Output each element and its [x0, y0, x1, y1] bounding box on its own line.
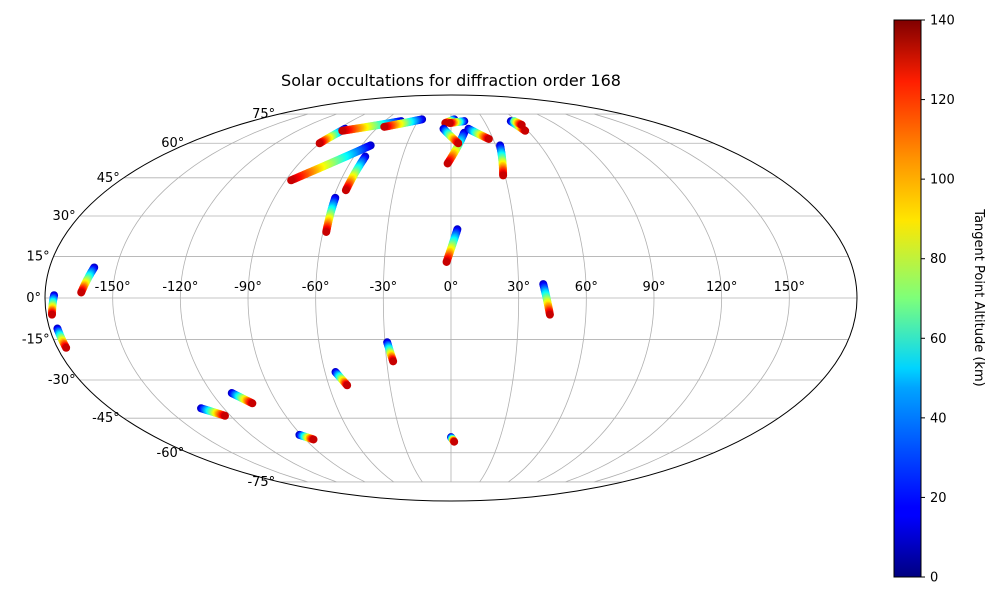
meridian-line	[382, 113, 423, 483]
meridian-line	[508, 113, 587, 483]
colorbar-tick-label: 140	[930, 14, 955, 29]
data-point	[62, 343, 71, 352]
data-point	[220, 411, 229, 420]
data-point	[517, 120, 526, 129]
data-point	[443, 159, 452, 168]
data-point	[341, 186, 350, 195]
lat-tick-label: 0°	[26, 291, 41, 306]
colorbar-tick-label: 80	[930, 252, 947, 267]
data-point	[343, 381, 352, 390]
lon-tick-label: -90°	[234, 280, 262, 295]
data-point	[499, 171, 508, 180]
data-point	[521, 126, 530, 135]
lat-tick-label: 30°	[53, 209, 76, 224]
data-point	[545, 310, 554, 319]
lon-tick-label: 150°	[774, 280, 805, 295]
lon-tick-label: -30°	[369, 280, 397, 295]
data-point	[389, 357, 398, 366]
lon-tick-label: 0°	[444, 280, 459, 295]
longitude-tick-labels: -150° -120° -90° -60° -30° 0° 30° 60° 90° 120° 150…	[95, 280, 805, 295]
graticule	[45, 113, 857, 483]
colorbar-ticks: 0 20 40 60 80 100 120 140	[921, 14, 955, 586]
meridian-line	[315, 113, 394, 483]
lon-tick-label: -120°	[162, 280, 198, 295]
colorbar-tick-label: 60	[930, 332, 947, 347]
lat-tick-label: -45°	[92, 411, 120, 426]
data-point	[442, 257, 451, 266]
data-point	[322, 227, 331, 236]
meridian-line	[565, 113, 723, 483]
colorbar-tick-label: 120	[930, 93, 955, 108]
data-point	[248, 399, 257, 408]
colorbar-tick-label: 0	[930, 571, 938, 586]
data-point	[315, 139, 324, 148]
lat-tick-label: 45°	[97, 171, 120, 186]
lat-tick-label: 60°	[161, 136, 184, 151]
lon-tick-label: 60°	[575, 280, 598, 295]
lat-tick-label: -60°	[157, 446, 185, 461]
data-point	[454, 139, 463, 148]
lon-tick-label: -150°	[95, 280, 131, 295]
lon-tick-label: 120°	[706, 280, 737, 295]
lat-tick-label: -15°	[22, 333, 50, 348]
meridian-line	[594, 113, 790, 483]
data-point	[484, 134, 493, 143]
lat-tick-label: -30°	[48, 373, 76, 388]
data-point	[77, 288, 86, 297]
colorbar-tick-label: 100	[930, 173, 955, 188]
data-point	[309, 435, 318, 444]
lon-tick-label: 30°	[507, 280, 530, 295]
data-point	[47, 310, 56, 319]
data-point	[287, 176, 296, 185]
colorbar-gradient	[893, 19, 922, 578]
meridian-line	[247, 113, 366, 483]
latitude-tick-labels: -75° -60° -45° -30° -15° 0° 15° 30° 45° 60° 75°	[22, 107, 275, 490]
colorbar: 0 20 40 60 80 100 120 140 Tangent Point Altitud…	[893, 14, 986, 586]
data-point	[380, 122, 389, 131]
data-point	[445, 119, 454, 128]
meridian-line	[179, 113, 337, 483]
meridian-line	[536, 113, 655, 483]
lon-tick-label: -60°	[302, 280, 330, 295]
colorbar-tick-label: 20	[930, 491, 947, 506]
occultation-points	[47, 115, 554, 446]
data-point	[450, 437, 459, 446]
lon-tick-label: 90°	[642, 280, 665, 295]
lat-tick-label: -75°	[247, 475, 275, 490]
meridian-line	[112, 113, 308, 483]
chart-title: Solar occultations for diffraction order…	[281, 71, 621, 90]
lat-tick-label: 15°	[27, 249, 50, 264]
colorbar-tick-label: 40	[930, 411, 947, 426]
colorbar-label: Tangent Point Altitude (km)	[971, 208, 986, 386]
map-boundary	[44, 94, 858, 502]
lat-tick-label: 75°	[252, 107, 275, 122]
data-point	[338, 126, 347, 135]
